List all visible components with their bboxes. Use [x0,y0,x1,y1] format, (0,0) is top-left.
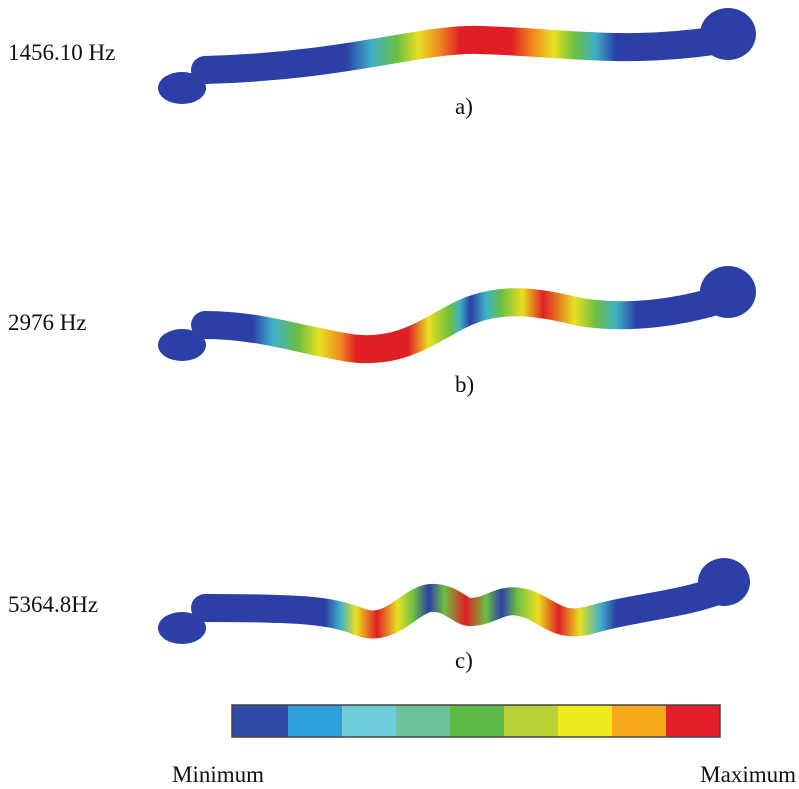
legend-max-label: Maximum [700,762,796,787]
bone-mode-c [158,558,750,644]
legend-swatch [342,705,396,737]
bone-mode-b [158,266,756,361]
legend-swatch [666,705,720,737]
bone-mode-a [158,8,756,104]
panel-caption: c) [455,648,473,673]
frequency-label: 5364.8Hz [8,592,98,617]
panel-caption: a) [455,94,473,119]
figure: 1456.10 Hz a) 2976 Hz 5364.8Hz Minimum M… [0,0,799,789]
bone-end [700,8,756,60]
frequency-label: 2976 Hz [8,310,87,335]
legend-swatch [396,705,450,737]
legend-swatch [612,705,666,737]
panel-caption: b) [455,372,474,397]
bone-shaft [205,590,720,625]
bone-end [700,266,756,318]
frequency-label: 1456.10 Hz [8,40,115,65]
legend-min-label: Minimum [172,762,264,787]
bone-shaft [205,40,720,70]
legend-swatch [504,705,558,737]
legend-swatch [232,705,288,737]
legend-swatch [558,705,612,737]
bone-shaft [205,300,720,349]
legend-swatch [450,705,504,737]
legend-swatch [288,705,342,737]
bone-end [698,558,750,606]
color-legend [232,705,720,737]
